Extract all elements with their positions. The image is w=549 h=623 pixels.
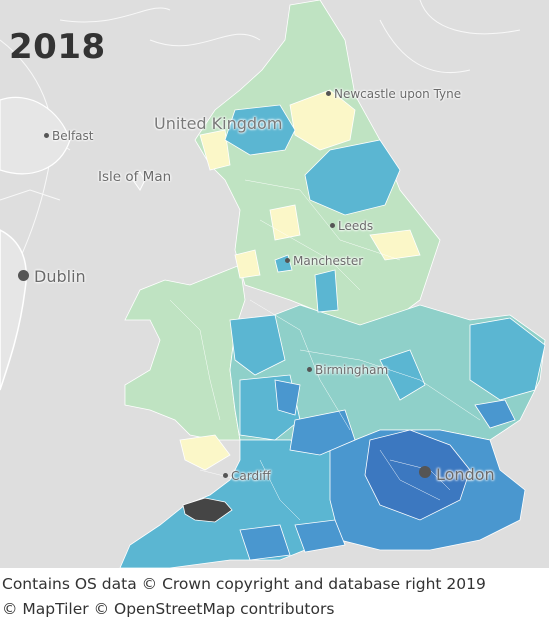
place-dot-icon bbox=[326, 91, 331, 96]
england-wales-regions bbox=[119, 0, 546, 568]
place-dot-icon bbox=[285, 258, 290, 263]
attribution-line-1: Contains OS data © Crown copyright and d… bbox=[2, 575, 486, 593]
place-label: Birmingham bbox=[315, 363, 389, 377]
place-label: Leeds bbox=[338, 219, 374, 233]
higher-value-areas-north bbox=[224, 104, 401, 313]
map-canvas bbox=[0, 0, 546, 568]
place-birmingham: Birmingham bbox=[307, 363, 389, 377]
place-cardiff: Cardiff bbox=[223, 469, 271, 483]
lowest-value-areas bbox=[179, 89, 421, 471]
place-label: Dublin bbox=[34, 267, 86, 286]
place-label: Manchester bbox=[293, 254, 364, 268]
year-label: 2018 bbox=[9, 27, 106, 67]
choropleth-map[interactable]: 2018 United Kingdom Newcastle upon Tyne … bbox=[0, 0, 549, 568]
place-leeds: Leeds bbox=[330, 219, 374, 233]
place-manchester: Manchester bbox=[285, 254, 364, 268]
country-label: United Kingdom bbox=[154, 114, 283, 133]
place-dot-icon bbox=[44, 133, 49, 138]
no-data-area bbox=[182, 497, 233, 523]
place-belfast: Belfast bbox=[44, 129, 94, 143]
place-label: Newcastle upon Tyne bbox=[334, 87, 462, 101]
place-dot-icon bbox=[330, 223, 335, 228]
place-dot-icon bbox=[419, 466, 431, 478]
place-isle-of-man: Isle of Man bbox=[98, 169, 172, 185]
place-newcastle: Newcastle upon Tyne bbox=[326, 87, 462, 101]
place-london: London bbox=[419, 465, 495, 484]
place-label: London bbox=[436, 465, 495, 484]
place-label: Cardiff bbox=[231, 469, 271, 483]
place-dot-icon bbox=[223, 473, 228, 478]
place-dublin: Dublin bbox=[18, 267, 86, 286]
attribution-line-2: © MapTiler © OpenStreetMap contributors bbox=[2, 600, 335, 618]
place-dot-icon bbox=[307, 367, 312, 372]
attribution: Contains OS data © Crown copyright and d… bbox=[0, 568, 549, 622]
place-label: Belfast bbox=[52, 129, 94, 143]
place-dot-icon bbox=[18, 270, 29, 281]
